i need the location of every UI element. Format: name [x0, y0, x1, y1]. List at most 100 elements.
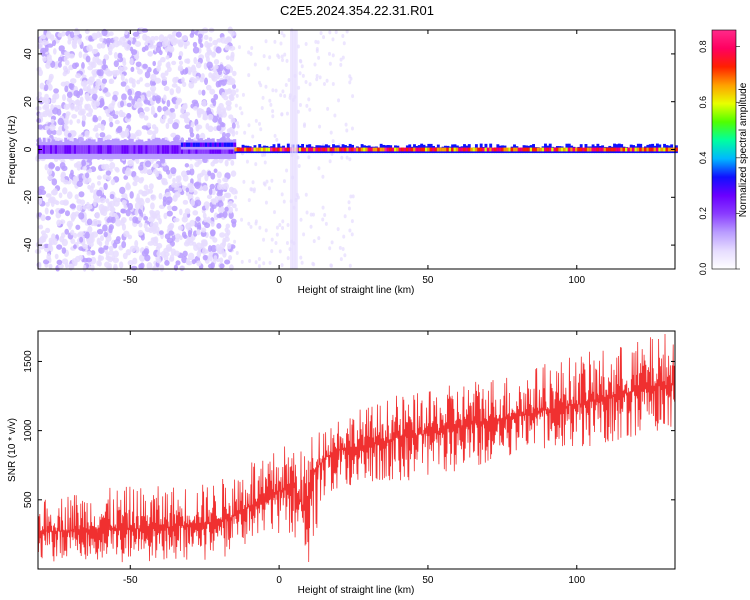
spectrogram-noise-cell — [233, 31, 237, 36]
spectrogram-band-cell — [553, 147, 557, 152]
spectrogram-noise-cell — [343, 214, 347, 219]
spectrogram-noise-cell — [196, 173, 202, 181]
spectrogram-noise-cell — [115, 110, 120, 116]
spectrogram-noise-cell — [218, 212, 224, 218]
spectrogram-noise-cell — [86, 218, 93, 226]
spectrogram-band-cell — [639, 147, 643, 152]
spectrogram-noise-cell — [196, 124, 203, 130]
spectrogram-band-cell — [367, 147, 371, 152]
spectrogram-noise-cell — [124, 29, 129, 35]
spectrogram-noise-cell — [84, 130, 90, 138]
spectrogram-noise-cell — [62, 187, 68, 195]
spectrogram-noise-cell — [136, 68, 143, 75]
spectrogram-noise-cell — [315, 73, 319, 78]
spectrogram-band-cell — [274, 147, 278, 152]
spectrogram-noise-cell — [225, 88, 232, 95]
spectrogram-band-cell — [258, 147, 262, 152]
spectrogram-noise-cell — [90, 264, 95, 272]
spectrogram-noise-cell — [241, 92, 245, 97]
spectrogram-noise-cell — [351, 194, 355, 199]
spectrogram-band-cell — [305, 147, 309, 152]
spectrogram-band-cell — [54, 145, 58, 154]
spectrogram-noise-cell — [91, 231, 99, 238]
spectrogram-noise-cell — [104, 108, 111, 115]
spectrogram-band-cell — [164, 145, 168, 154]
spectrogram-noise-cell — [151, 88, 155, 96]
spectrogram-noise-cell — [197, 33, 203, 39]
spectrogram-noise-cell — [220, 36, 227, 44]
spectrogram-noise-cell — [213, 93, 219, 101]
spectrogram-band-cell — [263, 147, 266, 152]
spectrogram-noise-cell — [162, 94, 167, 102]
spectrogram-noise-cell — [264, 84, 268, 89]
spectrogram-noise-cell — [55, 166, 61, 172]
spectrogram-band-cell — [429, 147, 433, 152]
spectrogram-noise-cell — [48, 237, 53, 245]
spectrogram-band-cell — [47, 145, 51, 154]
spectrogram-noise-cell — [192, 190, 198, 195]
spectrogram-band-cell — [207, 142, 210, 147]
spectrogram-noise-cell — [247, 198, 251, 203]
spectrogram-noise-cell — [210, 74, 216, 81]
spectrogram-noise-cell — [304, 192, 308, 197]
spectrogram-noise-cell — [201, 89, 206, 96]
spectrogram-noise-cell — [86, 201, 90, 208]
spectrogram-noise-cell — [224, 259, 231, 265]
spectrogram-noise-cell — [97, 123, 102, 129]
spectrogram-noise-cell — [249, 187, 253, 192]
spectrogram-band-cell — [296, 147, 300, 152]
spectrogram-band-cell — [427, 147, 431, 152]
spectrogram-noise-cell — [329, 263, 333, 268]
spectrogram-noise-cell — [104, 261, 110, 268]
spectrogram-noise-cell — [45, 227, 51, 234]
spectrogram-noise-cell — [225, 64, 232, 70]
spectrogram-noise-cell — [182, 112, 189, 120]
spectrogram-noise-cell — [222, 131, 226, 139]
spectrogram-band-cell — [634, 147, 638, 152]
spectrogram-noise-cell — [222, 211, 228, 219]
spectrogram-band-cell — [536, 147, 540, 152]
spectrogram-noise-cell — [181, 35, 188, 41]
spectrogram-noise-cell — [144, 160, 152, 168]
spectrogram-band-cell — [107, 145, 110, 154]
spectrogram-noise-cell — [194, 181, 201, 190]
spectrogram-noise-cell — [224, 206, 229, 212]
spectrogram-noise-cell — [233, 239, 237, 244]
spectrogram-band-cell — [66, 145, 70, 154]
spectrogram-noise-cell — [254, 221, 258, 226]
spectrogram-noise-cell — [195, 61, 202, 69]
spectrogram-noise-cell — [82, 243, 88, 250]
spectrogram-noise-cell — [202, 247, 207, 255]
spectrogram-band-cell — [192, 142, 196, 147]
spectrogram-band-cell — [180, 142, 184, 147]
spectrogram-band-cell — [68, 145, 72, 154]
spectrogram-noise-cell — [63, 123, 68, 130]
spectrogram-band-cell — [622, 147, 626, 152]
spectrogram-noise-cell — [253, 62, 257, 67]
spectrogram-noise-cell — [171, 60, 177, 66]
spectrogram-noise-cell — [143, 99, 151, 105]
spectrogram-noise-cell — [317, 55, 321, 60]
spectrogram-noise-cell — [164, 39, 171, 46]
spectrogram-xtick-label: 100 — [568, 275, 585, 286]
spectrogram-band-cell — [161, 145, 165, 154]
spectrogram-noise-cell — [52, 238, 58, 246]
spectrogram-noise-cell — [136, 98, 142, 105]
spectrogram-noise-cell — [71, 130, 77, 137]
spectrogram-band-cell — [574, 147, 578, 152]
spectrogram-noise-cell — [148, 39, 155, 45]
spectrogram-band-cell — [458, 147, 462, 152]
spectrogram-noise-cell — [182, 102, 188, 111]
spectrogram-noise-cell — [257, 256, 261, 261]
spectrogram-noise-cell — [64, 85, 69, 93]
spectrogram-noise-cell — [278, 249, 282, 254]
spectrogram-noise-cell — [99, 208, 106, 215]
spectrogram-noise-cell — [132, 31, 140, 37]
spectrogram-noise-cell — [196, 108, 201, 116]
spectrogram-noise-cell — [193, 57, 198, 65]
spectrogram-band-cell — [515, 147, 519, 152]
spectrogram-noise-cell — [280, 192, 284, 197]
spectrogram-band-cell — [603, 147, 607, 152]
spectrogram-band-cell — [570, 147, 574, 152]
spectrogram-band-cell — [448, 147, 452, 152]
